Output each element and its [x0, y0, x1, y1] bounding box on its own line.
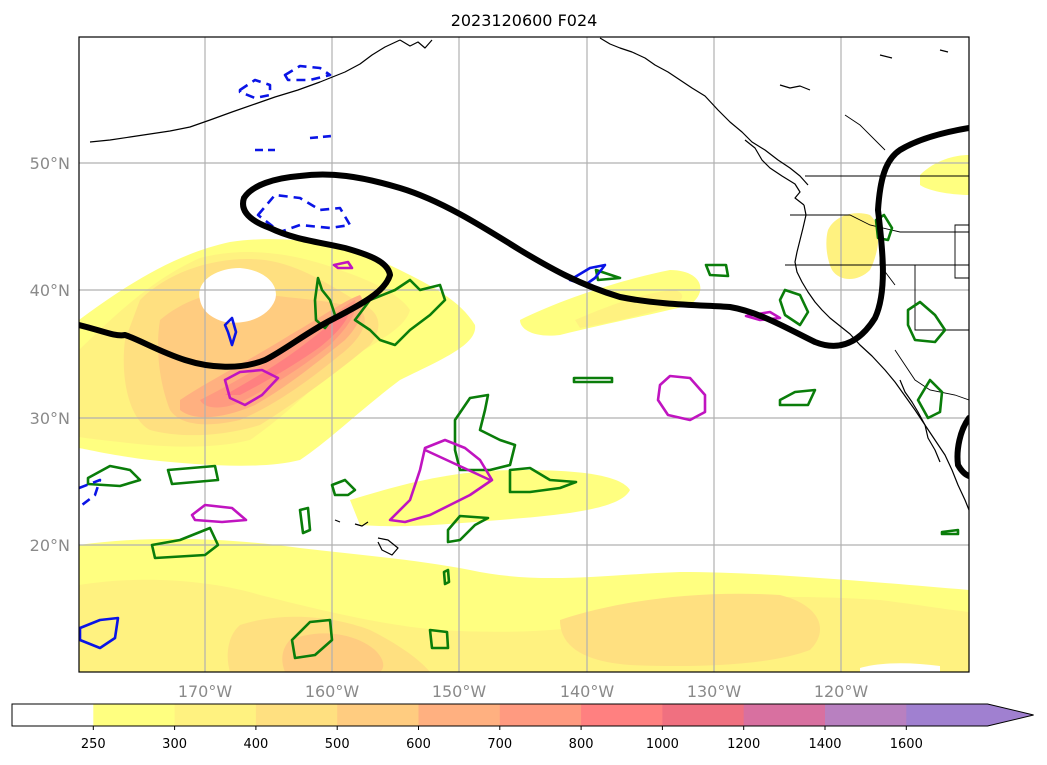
colorbar-swatch — [93, 704, 176, 726]
lat-label-30n: 30°N — [30, 409, 70, 428]
colorbar-swatch — [255, 704, 338, 726]
colorbar-swatch — [906, 704, 989, 726]
field-coast-patch — [826, 213, 879, 279]
colorbar-swatch — [581, 704, 663, 726]
lat-label-20n: 20°N — [30, 536, 70, 555]
colorbar-swatch — [662, 704, 745, 726]
colorbar-swatch — [825, 704, 907, 726]
colorbar-tick-label: 1400 — [808, 737, 841, 752]
field-filament-center — [520, 270, 701, 336]
colorbar-tick-label: 300 — [162, 737, 187, 752]
jet-stream-edge — [954, 415, 969, 479]
map-frame — [78, 36, 970, 673]
jet-contours — [79, 125, 969, 479]
hawaii-islands — [334, 519, 399, 556]
colorbar-tick-label: 600 — [406, 737, 431, 752]
field-south-white — [860, 663, 940, 672]
colorbar-tick-label: 800 — [569, 737, 594, 752]
colorbar-tick-label: 700 — [487, 737, 512, 752]
colorbar-tick-label: 400 — [243, 737, 268, 752]
blue-contours — [79, 64, 607, 650]
latitude-labels: 50°N 40°N 30°N 20°N — [30, 154, 70, 555]
colorbar-tick-label: 500 — [325, 737, 350, 752]
field-coast-north — [920, 155, 969, 195]
lon-label-150w: 150°W — [432, 682, 487, 701]
map-title: 2023120600 F024 — [451, 11, 598, 30]
baja-coast — [899, 379, 941, 463]
bc-islands-coast — [744, 139, 805, 206]
alaska-gulf-coast — [599, 37, 809, 186]
graticule — [79, 37, 969, 672]
colorbar: 250 300 400 500 600 700 800 1000 1200 1400 1600 — [11, 703, 1034, 752]
field-south-500 — [282, 633, 384, 672]
colorbar-tick-label: 250 — [81, 737, 106, 752]
colorbar-swatch — [174, 704, 257, 726]
colorbar-swatch — [499, 704, 582, 726]
lon-label-160w: 160°W — [305, 682, 360, 701]
green-contours — [86, 213, 960, 660]
colorbar-tick-label: 1600 — [890, 737, 923, 752]
lon-label-140w: 140°W — [560, 682, 615, 701]
colorbar-swatch — [12, 704, 94, 726]
colorbar-swatch — [337, 704, 420, 726]
shaded-field — [79, 155, 969, 672]
jet-stream-contour — [79, 125, 969, 370]
field-low-center — [199, 268, 276, 323]
field-level-700 — [200, 300, 356, 408]
field-hawaii-band — [350, 470, 630, 527]
lon-label-170w: 170°W — [178, 682, 233, 701]
lat-label-50n: 50°N — [30, 154, 70, 173]
colorbar-tick-label: 1200 — [727, 737, 760, 752]
colorbar-extend-arrow — [987, 704, 1034, 726]
longitude-labels: 170°W 160°W 150°W 140°W 130°W 120°W — [178, 682, 869, 701]
colorbar-outline — [11, 703, 1034, 727]
north-bits — [779, 49, 949, 91]
coastlines — [89, 37, 969, 556]
kodiak-coast — [399, 39, 433, 49]
map-panel — [79, 37, 969, 672]
field-south-400b — [560, 593, 820, 667]
colorbar-swatch — [418, 704, 501, 726]
political-borders — [785, 114, 969, 401]
colorbar-tick-label: 1000 — [646, 737, 679, 752]
lon-label-130w: 130°W — [687, 682, 742, 701]
alaska-peninsula-coast — [89, 39, 401, 143]
colorbar-swatch — [743, 704, 826, 726]
lat-label-40n: 40°N — [30, 281, 70, 300]
lon-label-120w: 120°W — [814, 682, 869, 701]
us-west-coast — [794, 204, 969, 511]
